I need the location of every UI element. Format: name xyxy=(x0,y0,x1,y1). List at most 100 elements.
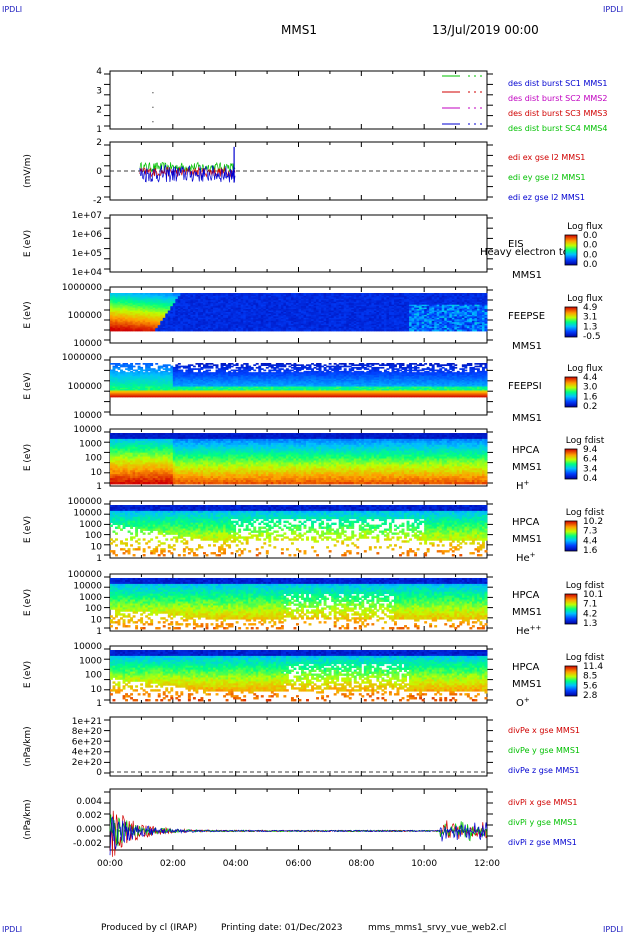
colorbar-tick: 0.2 xyxy=(583,402,597,412)
colorbar-title: Log fdist xyxy=(566,508,605,518)
spacecraft-label: MMS1 xyxy=(512,270,542,281)
legend-entry: divPi x gse MMS1 xyxy=(508,798,577,807)
colorbar-tick: 3.4 xyxy=(583,464,598,474)
ytick-label: 1 xyxy=(96,699,102,709)
legend-entry: divPi y gse MMS1 xyxy=(508,818,577,827)
colorbar-tick: 4.4 xyxy=(583,536,598,546)
corner-mark-br: IPDLI xyxy=(603,925,623,934)
colorbar-tick: 3.1 xyxy=(583,313,597,323)
instrument-label: HPCA xyxy=(512,517,540,528)
colorbar-tick: 1.6 xyxy=(583,392,598,402)
colorbar-tick: 9.4 xyxy=(583,445,598,455)
colorbar-tick: 4.9 xyxy=(583,303,598,313)
ytick-label: 1 xyxy=(96,125,102,135)
panel-frame-0 xyxy=(109,70,488,130)
colorbar-tick: 0.0 xyxy=(583,241,598,251)
instrument-label: HPCA xyxy=(512,445,540,456)
ytick-label: 1e+21 xyxy=(72,717,102,727)
colorbar-tick: 1.3 xyxy=(583,322,597,332)
legend-entry: edi ex gse l2 MMS1 xyxy=(508,153,585,162)
panels-group: 4 3 2 1 des dist burst SC1 MMS1 des dist burs… xyxy=(23,67,607,857)
burst-point xyxy=(152,121,154,123)
colorbar-title: Log fdist xyxy=(566,581,605,591)
legend-entry: divPe x gse MMS1 xyxy=(508,726,580,735)
colorbar xyxy=(564,306,578,338)
time-axis: 00:00 02:00 04:00 06:00 08:00 10:00 12:00 xyxy=(97,859,500,869)
colorbar-tick: 8.5 xyxy=(583,672,597,682)
ytick-label: 100000 xyxy=(68,382,103,392)
panel-frame-10 xyxy=(109,788,488,851)
spacecraft-title: MMS1 xyxy=(281,23,317,37)
colorbar-tick: 0.0 xyxy=(583,260,598,270)
colorbar-title: Log flux xyxy=(567,294,603,304)
colorbar-tick: 0.0 xyxy=(583,231,598,241)
ytick-label: 0.004 xyxy=(76,797,102,807)
ytick-label: -2 xyxy=(93,196,102,206)
corner-mark-tr: IPDLI xyxy=(603,5,623,14)
ytick-label: 10000 xyxy=(73,581,102,591)
ytick-label: 10 xyxy=(91,616,103,626)
ylabel: E (eV) xyxy=(23,444,33,471)
legend-entry: divPe z gse MMS1 xyxy=(508,766,579,775)
ytick-label: 100000 xyxy=(68,497,103,507)
corner-mark-bl: IPDLI xyxy=(2,925,22,934)
ytick-label: 1 xyxy=(96,482,102,492)
colorbar-tick: -0.5 xyxy=(583,332,601,342)
colorbar-tick: 1.3 xyxy=(583,619,597,629)
colorbar xyxy=(564,665,578,697)
ytick-label: 1e+06 xyxy=(72,230,103,240)
ylabel: E (eV) xyxy=(23,516,33,543)
efield-trace xyxy=(139,164,236,183)
legend-entry: divPe y gse MMS1 xyxy=(508,746,580,755)
ytick-label: 1000 xyxy=(79,439,102,449)
ytick-label: 100000 xyxy=(68,311,103,321)
colorbar xyxy=(564,448,578,480)
ylabel: E (eV) xyxy=(23,301,33,328)
colorbar-title: Log flux xyxy=(567,364,603,374)
ylabel: E (eV) xyxy=(23,589,33,616)
ytick-label: 1e+04 xyxy=(72,268,103,278)
ytick-label: 8e+20 xyxy=(72,727,103,737)
spacecraft-label: MMS1 xyxy=(512,341,542,352)
instrument-label: HPCA xyxy=(512,590,540,601)
xtick-label: 04:00 xyxy=(223,859,249,869)
ytick-label: 6e+20 xyxy=(72,737,103,747)
colorbar xyxy=(564,520,578,552)
spacecraft-label: MMS1 xyxy=(512,679,542,690)
instrument-label: HPCA xyxy=(512,662,540,673)
xtick-label: 08:00 xyxy=(348,859,374,869)
colorbar-tick: 4.2 xyxy=(583,609,597,619)
ytick-label: 10000 xyxy=(73,339,102,349)
ytick-label: 1 xyxy=(96,554,102,564)
legend-entry: des dist burst SC3 MMS3 xyxy=(508,109,607,118)
corner-mark-tl: IPDLI xyxy=(2,5,22,14)
ytick-label: 1000000 xyxy=(62,353,102,363)
colorbar xyxy=(564,376,578,408)
ytick-label: 10000 xyxy=(73,411,102,421)
ylabel: E (eV) xyxy=(23,230,33,257)
ytick-label: 0.000 xyxy=(76,825,102,835)
ytick-label: -0.002 xyxy=(73,839,102,849)
ytick-label: 100 xyxy=(85,531,102,541)
colorbar-tick: 6.4 xyxy=(583,455,598,465)
ytick-label: 100 xyxy=(85,604,102,614)
spacecraft-label: MMS1 xyxy=(512,534,542,545)
colorbar-tick: 10.1 xyxy=(583,590,603,600)
colorbar-title: Log flux xyxy=(567,222,603,232)
colorbar-title: Log fdist xyxy=(566,436,605,446)
xtick-label: 06:00 xyxy=(286,859,312,869)
ytick-label: 10000 xyxy=(73,642,102,652)
ytick-label: 2e+20 xyxy=(72,758,103,768)
ytick-label: 1000 xyxy=(79,656,102,666)
legend-entry: des dist burst SC4 MMS4 xyxy=(508,124,607,133)
colorbar-tick: 5.6 xyxy=(583,681,598,691)
species-label: O+ xyxy=(516,696,530,709)
ytick-label: 0.002 xyxy=(76,811,102,821)
ytick-label: 4 xyxy=(96,67,102,77)
xtick-label: 00:00 xyxy=(97,859,123,869)
ylabel: (nPa/km) xyxy=(23,799,33,839)
xtick-label: 12:00 xyxy=(474,859,500,869)
legend-entry: edi ey gse l2 MMS1 xyxy=(508,173,586,182)
xtick-label: 02:00 xyxy=(160,859,186,869)
species-label: He++ xyxy=(516,624,542,637)
